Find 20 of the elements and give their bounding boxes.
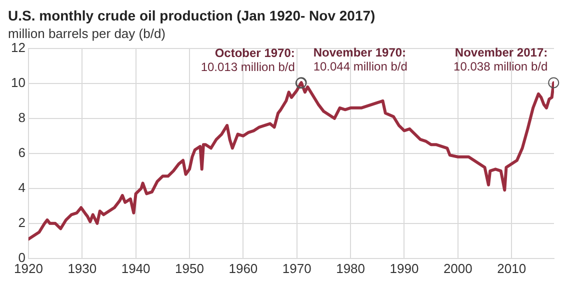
y-tick-label: 6 bbox=[18, 144, 26, 160]
x-tick-label: 1980 bbox=[336, 260, 366, 276]
annotation: November 2017: 10.038 million b/d bbox=[454, 46, 548, 74]
chart-subtitle: million barrels per day (b/d) bbox=[8, 26, 166, 42]
x-tick-label: 1930 bbox=[68, 260, 97, 276]
chart-title: U.S. monthly crude oil production (Jan 1920- Nov 2017) bbox=[8, 7, 376, 24]
x-tick-label: 2010 bbox=[497, 260, 526, 276]
annotation: November 1970: 10.044 million b/d bbox=[313, 46, 408, 74]
y-tick-label: 8 bbox=[18, 110, 26, 125]
x-tick-label: 1940 bbox=[121, 260, 150, 276]
x-tick-label: 1950 bbox=[175, 260, 204, 276]
y-tick-label: 10 bbox=[10, 74, 26, 90]
y-tick-label: 12 bbox=[10, 40, 26, 55]
x-tick-label: 1970 bbox=[282, 260, 312, 276]
y-tick-label: 2 bbox=[18, 214, 26, 230]
x-tick-label: 2000 bbox=[443, 260, 472, 276]
annotation: October 1970: 10.013 million b/d bbox=[200, 46, 295, 74]
y-tick-label: 4 bbox=[18, 180, 26, 195]
x-tick-label: 1990 bbox=[390, 260, 419, 276]
x-tick-label: 1960 bbox=[228, 260, 258, 276]
